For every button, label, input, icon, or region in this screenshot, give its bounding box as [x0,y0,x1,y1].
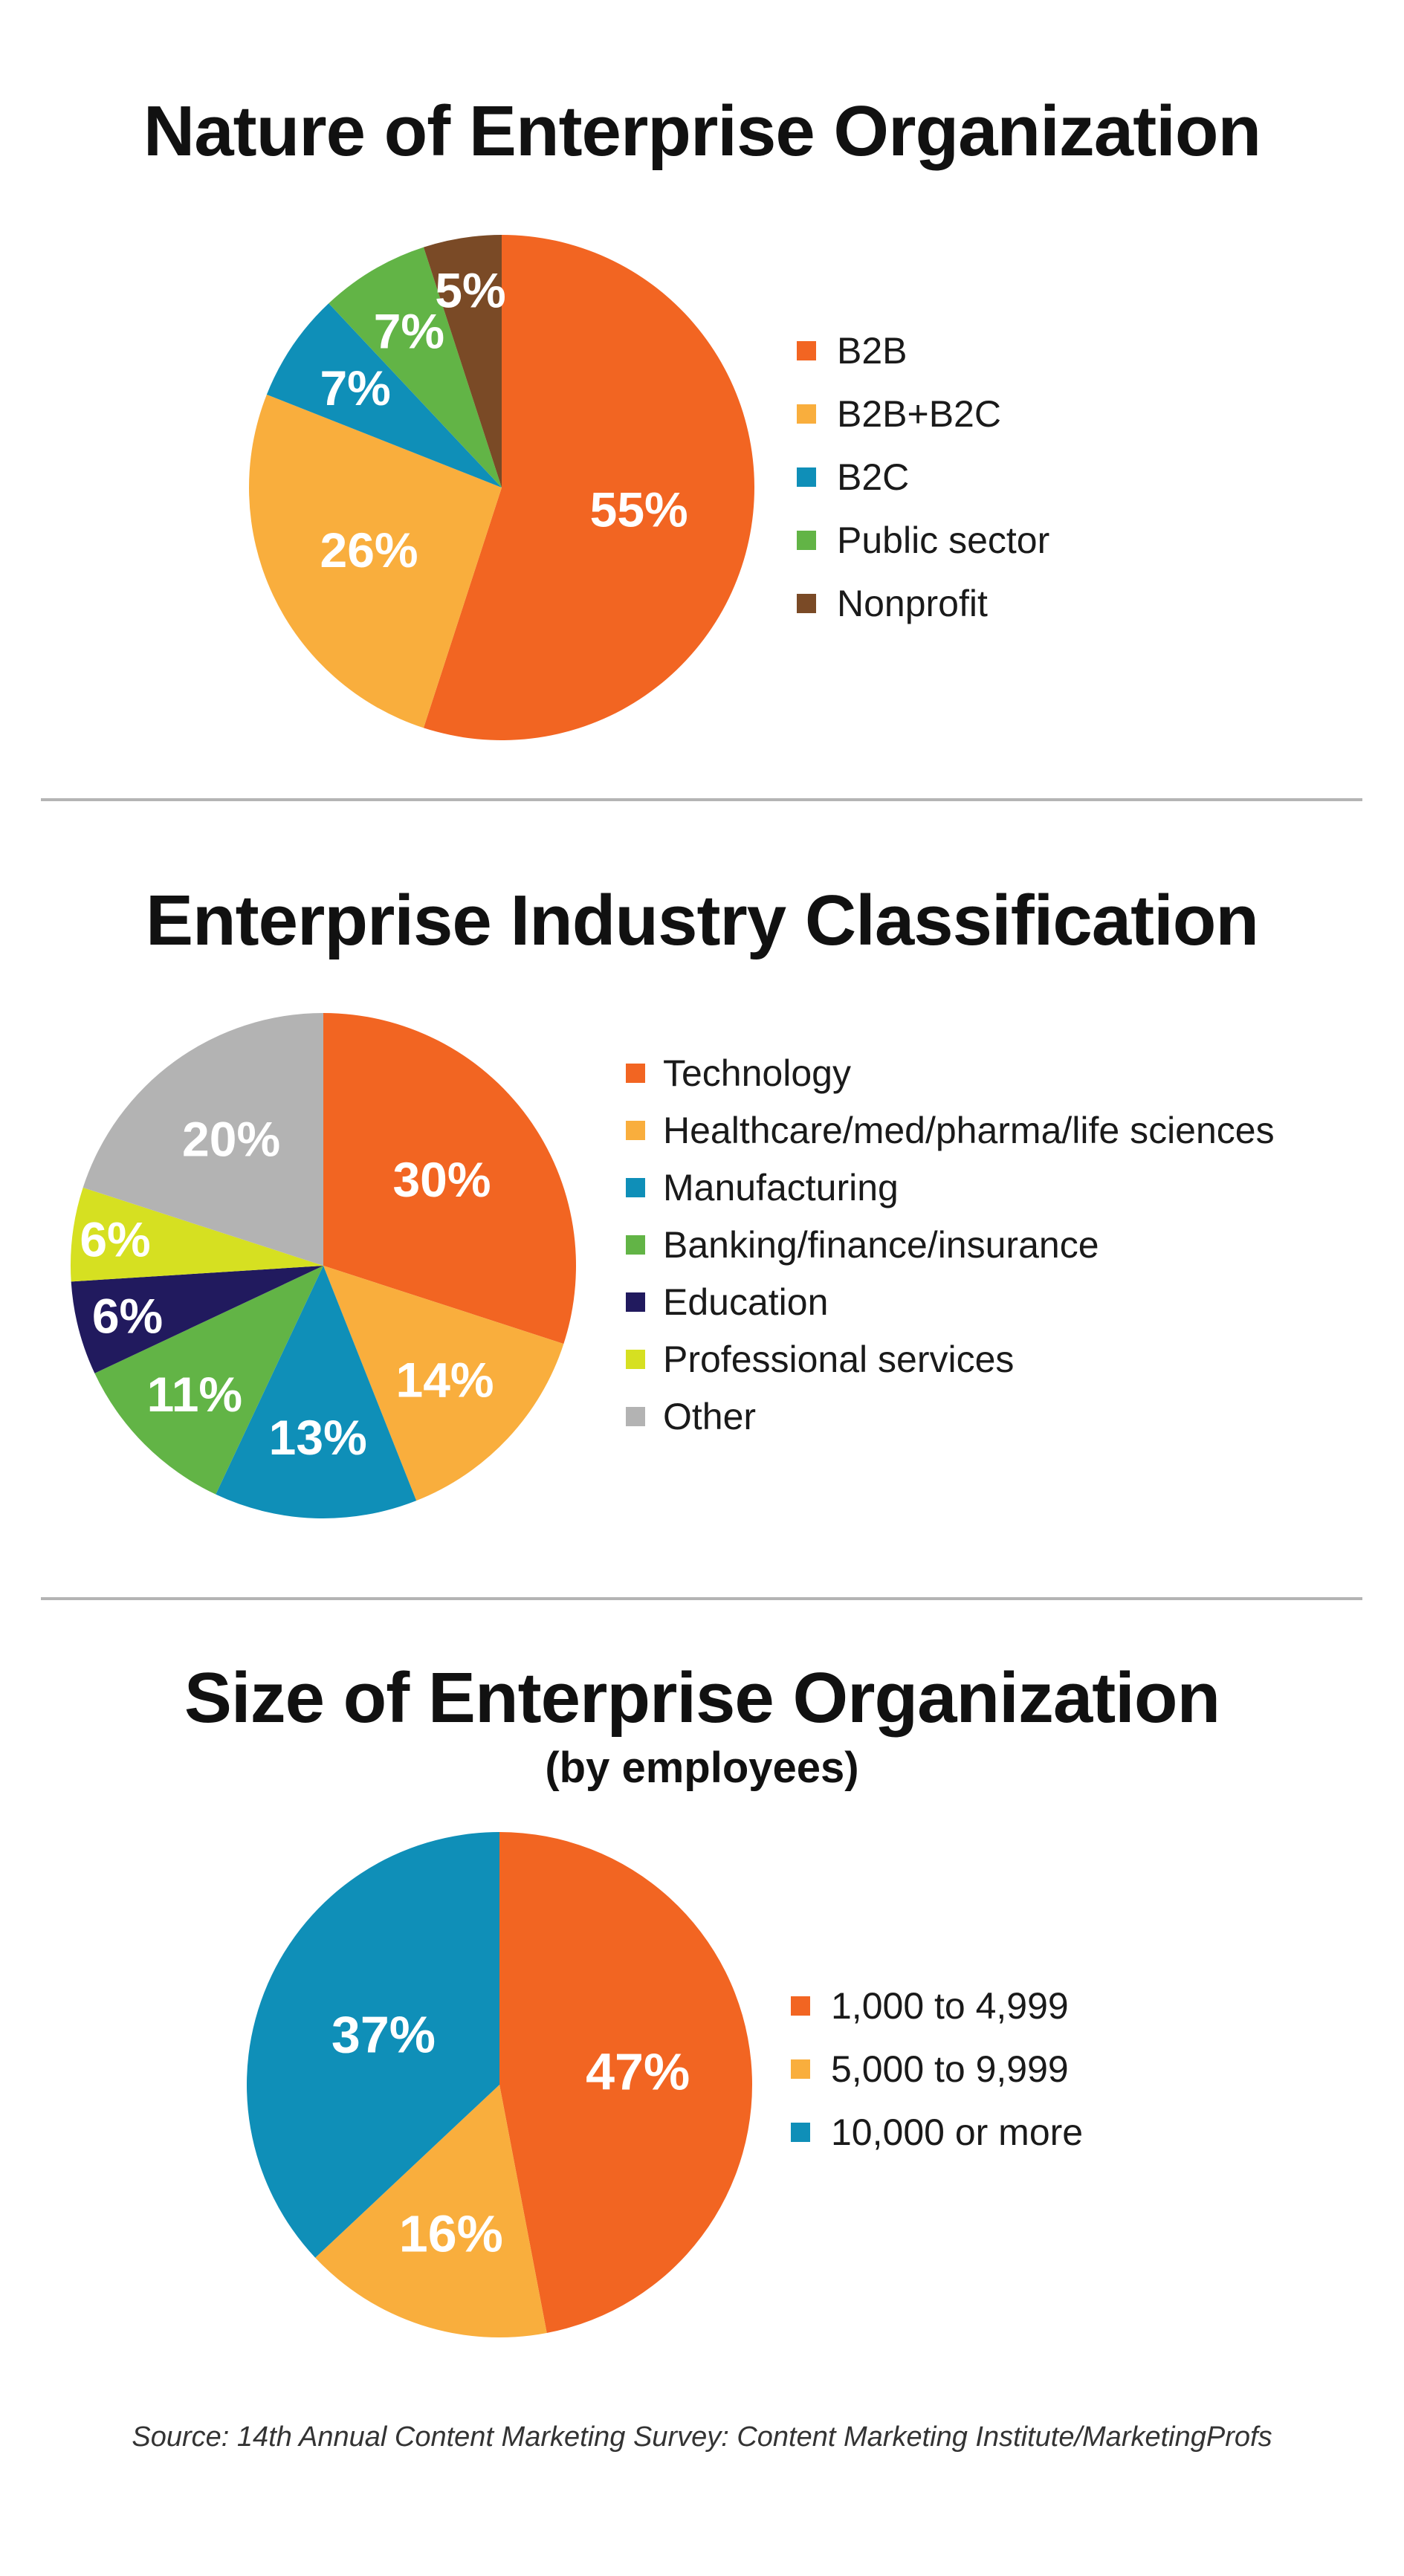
legend-label: B2B+B2C [837,392,1001,435]
pie-slice [423,235,502,488]
chart-2-pie: 30% 14% 13% 11% 6% 6% 20% [71,1013,576,1518]
legend-item: Technology [626,1044,1275,1101]
pie-slice [423,235,754,741]
legend-item: Nonprofit [797,572,1049,635]
legend-label: 5,000 to 9,999 [831,2048,1069,2090]
slice-value-label: 26% [320,522,418,577]
source-note: Source: 14th Annual Content Marketing Su… [132,2421,1272,2453]
chart-3-pie: 47% 16% 37% [247,1832,753,2337]
legend-label: 1,000 to 4,999 [831,1984,1069,2027]
slice-value-label: 13% [269,1410,367,1465]
legend-item: Other [626,1388,1275,1445]
slice-value-label: 14% [396,1353,494,1408]
legend-swatch [797,530,816,550]
slice-value-label: 55% [590,482,688,537]
chart-1-legend: B2B B2B+B2C B2C Public sector Nonprofit [797,319,1049,635]
legend-item: Professional services [626,1330,1275,1388]
slice-value-label: 20% [182,1111,280,1166]
slice-value-label: 30% [392,1152,491,1207]
legend-label: Manufacturing [663,1166,899,1208]
chart-2-title: Enterprise Industry Classification [145,881,1259,960]
legend-item: Healthcare/med/pharma/life sciences [626,1101,1275,1159]
divider [41,1597,1362,1600]
legend-swatch [626,1120,645,1140]
legend-swatch [791,1996,810,2016]
legend-swatch [626,1063,645,1083]
chart-3-subtitle: (by employees) [545,1744,859,1792]
legend-label: Education [663,1281,829,1323]
legend-swatch [791,2122,810,2142]
legend-swatch [797,404,816,424]
pie-slice [247,1832,499,2258]
slice-value-label: 16% [399,2204,503,2262]
slice-value-label: 7% [374,303,444,358]
chart-3-title: Size of Enterprise Organization [184,1658,1220,1738]
legend-label: Professional services [663,1338,1015,1380]
legend-item: 5,000 to 9,999 [791,2037,1083,2100]
legend-item: 10,000 or more [791,2100,1083,2164]
chart-1-pie: 55%26%7%7%5% [249,235,754,741]
pie-slice [83,1013,324,1266]
slice-value-label: 37% [331,2005,436,2063]
legend-label: Technology [663,1052,851,1094]
slice-value-label: 11% [147,1367,242,1422]
legend-item: B2B+B2C [797,382,1049,445]
legend-item: Education [626,1273,1275,1330]
chart-3-legend: 1,000 to 4,999 5,000 to 9,999 10,000 or mo… [791,1974,1083,2164]
legend-swatch [797,467,816,487]
pie-slice [315,2085,547,2337]
legend-item: 1,000 to 4,999 [791,1974,1083,2037]
legend-item: Manufacturing [626,1159,1275,1216]
pie-slice [71,1187,323,1282]
legend-swatch [626,1177,645,1197]
legend-label: Healthcare/med/pharma/life sciences [663,1109,1275,1151]
legend-item: B2B [797,319,1049,382]
legend-swatch [626,1234,645,1255]
legend-swatch [626,1406,645,1426]
slice-value-label: 6% [92,1289,163,1344]
pie-slice [323,1266,564,1501]
legend-label: B2B [837,329,908,372]
legend-swatch [797,340,816,360]
legend-swatch [791,2059,810,2079]
chart-2-legend: Technology Healthcare/med/pharma/life sci… [626,1044,1275,1445]
pie-slice [266,303,502,488]
legend-item: Banking/finance/insurance [626,1216,1275,1273]
pie-slice [249,394,502,728]
slice-value-label: 5% [435,263,505,318]
pie-slice [71,1266,324,1373]
pie-slice [216,1266,417,1518]
legend-swatch [626,1292,645,1312]
legend-item: Public sector [797,508,1049,572]
legend-item: B2C [797,445,1049,508]
pie-slice [94,1266,324,1495]
legend-label: Public sector [837,519,1050,561]
pie-slice [323,1013,576,1344]
legend-label: B2C [837,456,910,498]
slice-value-label: 47% [586,2042,690,2100]
legend-swatch [626,1349,645,1369]
pie-slice [329,247,502,488]
pie-slice [499,1832,753,2333]
legend-label: Banking/finance/insurance [663,1223,1099,1266]
legend-label: Nonprofit [837,582,988,624]
legend-swatch [797,593,816,613]
legend-label: 10,000 or more [831,2111,1084,2153]
divider [41,798,1362,801]
slice-value-label: 6% [80,1212,150,1267]
legend-label: Other [663,1395,757,1437]
chart-1-title: Nature of Enterprise Organization [143,91,1261,171]
slice-value-label: 7% [320,360,390,415]
